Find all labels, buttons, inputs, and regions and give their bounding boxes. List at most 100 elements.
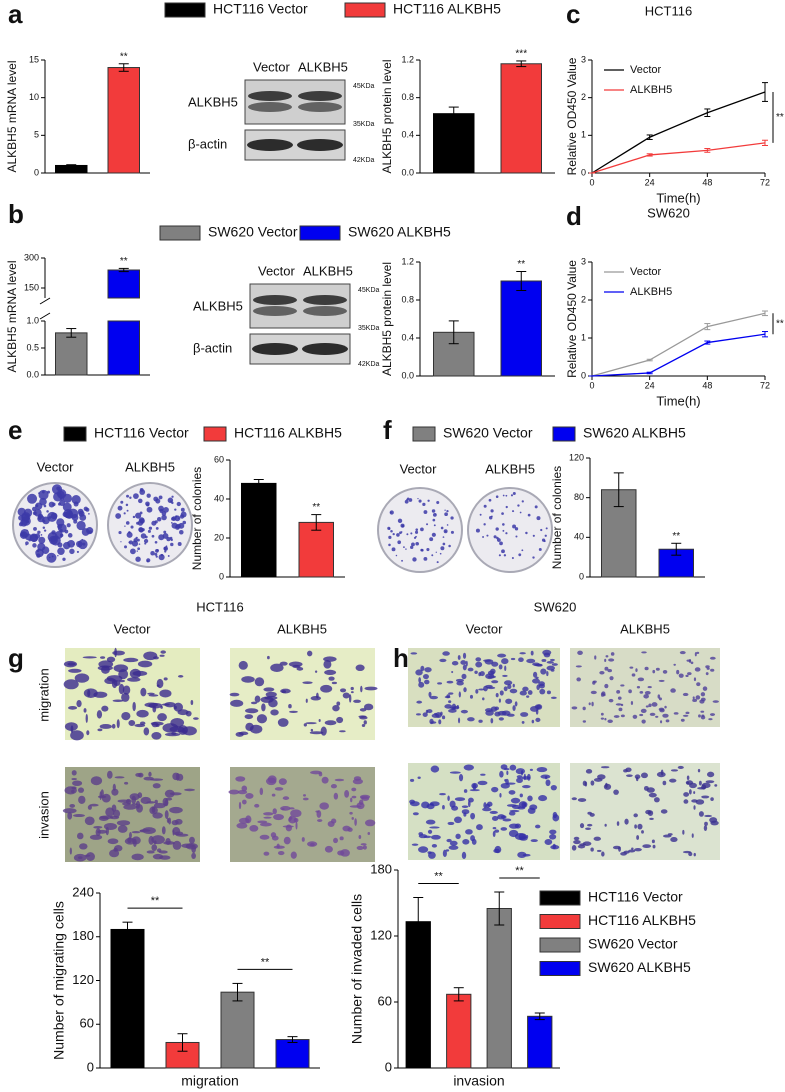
cell [131,853,144,861]
cell [604,823,607,827]
column-label: Vector [114,621,152,636]
x-tick-label: 72 [760,380,770,390]
colony [521,549,524,552]
cell [107,838,119,845]
cell [637,677,645,682]
cell [103,822,118,831]
bar [107,67,140,174]
colony [147,529,151,533]
colony [423,556,428,561]
cell [118,679,126,683]
cell [428,851,436,859]
cell [173,705,177,710]
colony [115,513,122,519]
legend-label: Vector [630,64,662,76]
error-bar [66,328,77,338]
cell [686,775,690,781]
colony [436,501,440,505]
y-axis-label: Relative OD450 Value [565,260,579,378]
cell [628,849,636,853]
colony [76,550,80,554]
colony [538,548,542,551]
cell [712,700,719,703]
y-tick-label: 0.5 [26,342,39,352]
significance: *** [515,49,527,60]
colony [440,526,444,530]
cell [323,660,332,669]
colony [517,504,520,507]
cell [409,778,415,782]
legend-label: SW620 Vector [208,224,298,240]
cell [486,686,496,690]
cell [280,688,291,694]
cell [238,731,249,736]
cell [305,722,317,725]
cell [422,712,428,717]
colony [448,544,451,548]
cell [324,845,333,853]
colony [51,555,54,558]
y-tick-label: 0 [385,1059,392,1074]
cell [493,848,500,854]
legend-label: Vector [630,266,662,278]
colony [154,552,158,556]
y-tick-label: 0 [34,167,39,177]
cell [709,713,716,716]
cell [68,668,82,673]
y-tick-label: 0 [579,571,584,581]
colony [131,540,139,547]
cell [168,817,172,825]
cell [344,789,350,798]
cell [458,691,461,698]
colony [411,542,415,547]
colony [429,537,434,542]
error-bar [762,331,768,338]
colony [488,498,492,502]
colony [139,489,146,495]
cell [164,810,169,819]
cell [610,652,615,656]
cell [244,714,254,720]
cell [107,770,113,779]
cell [229,692,240,697]
cell [669,778,677,783]
cell [458,774,464,782]
error-bar [516,271,527,291]
colony [435,551,437,553]
cell [491,815,499,821]
error-bar [66,164,77,167]
cell [635,776,639,782]
cell [245,815,252,824]
cell [703,825,708,831]
colony [406,497,410,500]
colony [155,526,159,530]
cell [476,824,483,831]
cell [625,767,632,773]
cell [279,661,288,666]
cell [259,834,270,840]
cell [527,690,533,695]
cell [691,799,698,803]
cell [589,812,595,817]
cell [99,724,112,729]
colony [125,503,129,507]
error-bar [413,897,424,947]
cell [538,681,545,687]
cell [152,812,163,819]
panel-label: g [8,643,24,673]
colony [57,555,59,557]
cell [278,778,287,786]
colony [158,495,163,500]
cell [519,652,526,655]
cell [632,714,638,719]
cell [254,803,260,808]
cell [260,696,274,703]
colony [423,510,428,514]
cell [521,720,525,724]
blot-band [253,306,297,316]
series-line [591,312,766,377]
cell [105,807,115,817]
legend-label: ALKBH5 [630,84,672,96]
cell [112,650,125,656]
cell [152,783,161,789]
